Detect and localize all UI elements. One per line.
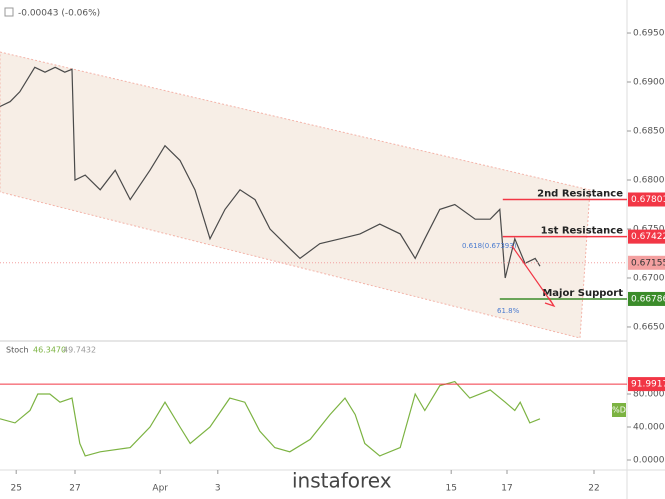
level-box bbox=[628, 229, 665, 244]
x-tick-label: 15 bbox=[445, 484, 456, 494]
stoch-value: 49.7432 bbox=[63, 346, 96, 355]
level-box-label: 0.66786 bbox=[631, 294, 665, 304]
price-box bbox=[628, 255, 665, 270]
x-tick-label: 25 bbox=[10, 484, 21, 494]
series-line bbox=[0, 380, 541, 457]
level-box bbox=[628, 377, 665, 392]
fib-label: 0.618(0.67393) bbox=[462, 242, 517, 250]
collapse-icon[interactable] bbox=[4, 7, 14, 17]
x-tick-label: 17 bbox=[501, 484, 512, 494]
y-tick-label: 80.0000 bbox=[633, 389, 665, 399]
price-box-label: 0.67155 bbox=[631, 258, 665, 268]
level-label: Major Support bbox=[542, 288, 623, 299]
level-label: 1st Resistance bbox=[541, 226, 624, 237]
series-line bbox=[0, 66, 541, 279]
level-box bbox=[628, 192, 665, 207]
badge-label: %D bbox=[612, 406, 626, 415]
channel bbox=[0, 51, 591, 339]
x-tick-label: 22 bbox=[588, 484, 599, 494]
level-box-label: 91.9917 bbox=[631, 380, 665, 390]
badge bbox=[612, 403, 626, 417]
arrow bbox=[511, 245, 556, 308]
fib-label: 61.8% bbox=[497, 307, 520, 315]
level-label: 2nd Resistance bbox=[537, 188, 623, 199]
level-box-label: 0.67801 bbox=[631, 195, 665, 205]
stoch-value: 46.3470 bbox=[33, 346, 66, 355]
y-tick-label: 0.0000 bbox=[633, 456, 665, 466]
x-tick-label: 27 bbox=[69, 484, 80, 494]
y-tick-label: 40.0000 bbox=[633, 423, 665, 433]
stoch-title: Stoch bbox=[6, 346, 29, 355]
x-tick-label: Apr bbox=[152, 484, 168, 494]
watermark: instaforex bbox=[292, 469, 392, 493]
x-tick-label: 3 bbox=[215, 484, 221, 494]
level-box-label: 0.67422 bbox=[631, 232, 665, 242]
price-change: -0.00043 (-0.06%) bbox=[18, 9, 100, 19]
level-box bbox=[628, 291, 665, 306]
